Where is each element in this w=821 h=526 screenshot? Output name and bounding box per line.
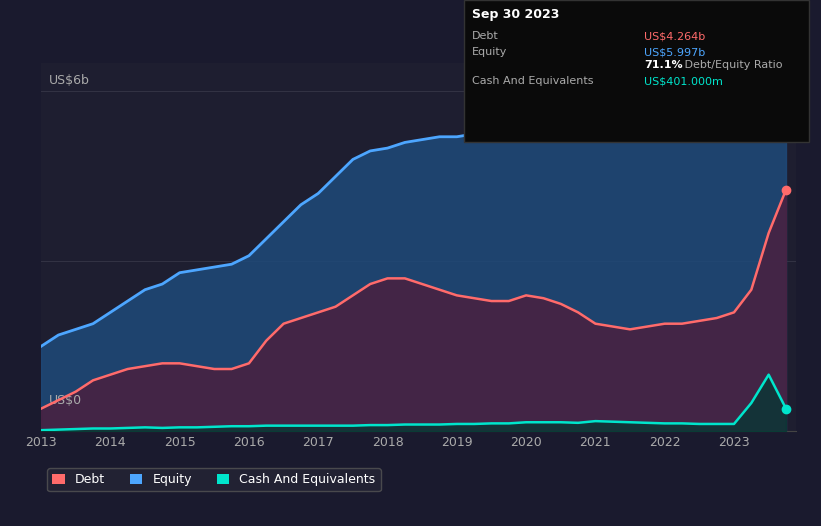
Text: Debt/Equity Ratio: Debt/Equity Ratio [681,60,783,70]
Text: US$401.000m: US$401.000m [644,76,723,86]
Text: US$0: US$0 [48,394,82,407]
Text: US$5.997b: US$5.997b [644,47,706,57]
Text: 71.1%: 71.1% [644,60,683,70]
Text: Equity: Equity [472,47,507,57]
Text: Debt: Debt [472,32,499,42]
Text: Debt: Debt [472,32,499,42]
Text: Debt/Equity Ratio: Debt/Equity Ratio [681,60,783,70]
Text: US$4.264b: US$4.264b [644,32,706,42]
Text: 71.1%: 71.1% [644,60,683,70]
Text: US$6b: US$6b [48,74,89,87]
Text: Cash And Equivalents: Cash And Equivalents [472,76,594,86]
Text: Cash And Equivalents: Cash And Equivalents [472,76,594,86]
Text: US$401.000m: US$401.000m [644,76,723,86]
Text: Sep 30 2023: Sep 30 2023 [472,8,559,22]
Text: Sep 30 2023: Sep 30 2023 [472,8,559,22]
Text: US$4.264b: US$4.264b [644,32,706,42]
Text: US$5.997b: US$5.997b [644,47,706,57]
Legend: Debt, Equity, Cash And Equivalents: Debt, Equity, Cash And Equivalents [48,468,381,491]
Text: Equity: Equity [472,47,507,57]
